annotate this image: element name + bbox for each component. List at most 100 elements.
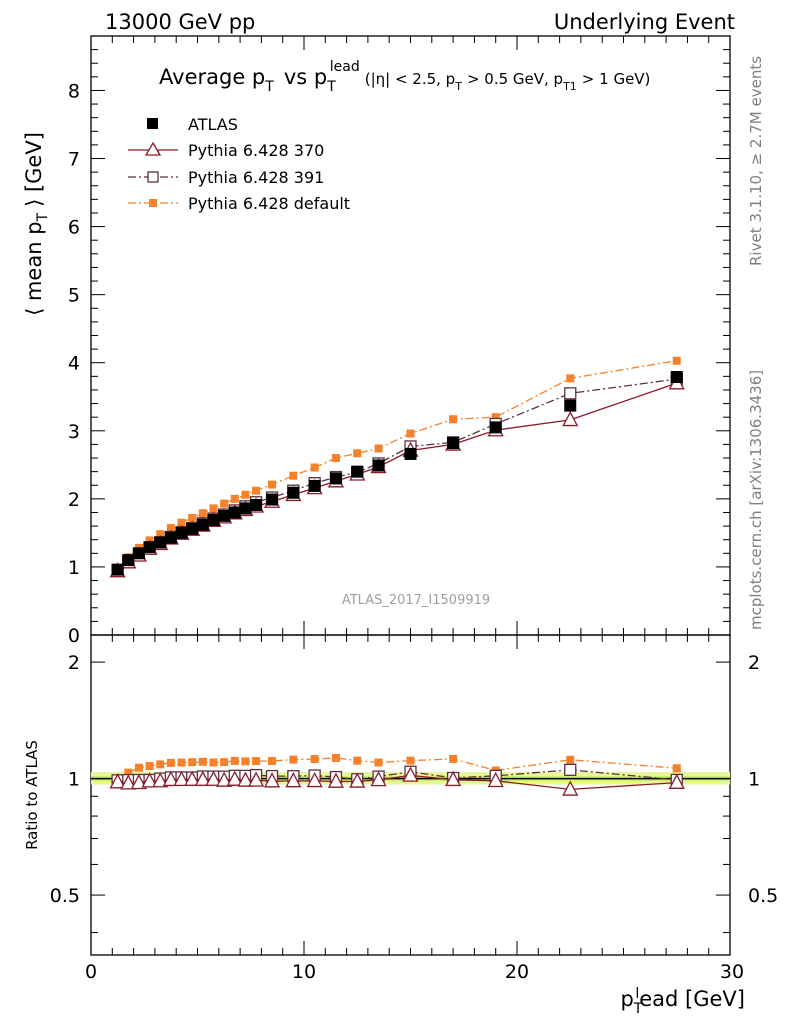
data-point-atlas: [308, 479, 321, 492]
ratio-tick-label: 2: [68, 652, 80, 674]
analysis-watermark: ATLAS_2017_I1509919: [342, 593, 490, 608]
ratio-point-pythia-6-428-370: [247, 771, 265, 787]
y-tick-labels-main: 0 1 2 3 4 5 6 7 8: [68, 80, 80, 647]
y-tick-label: 3: [68, 421, 80, 443]
ratio-point-pythia-6-428-370: [205, 770, 222, 786]
data-point-atlas: [564, 399, 577, 412]
main-plot-frame: [90, 35, 731, 636]
legend: ATLAS Pythia 6.428 370 Pythia 6.428 391 …: [128, 115, 350, 213]
ratio-tick-label-right: 1: [748, 769, 760, 791]
ratio-point-pythia-6-428-370: [306, 771, 323, 788]
data-point-atlas: [207, 513, 220, 526]
legend-label-391: Pythia 6.428 391: [188, 168, 324, 187]
y-tick-label: 0: [68, 625, 80, 647]
ratio-point-pythia-6-428-370: [402, 766, 419, 782]
x-tick-labels: 0 10 20 30: [85, 961, 744, 983]
ratio-point-pythia-6-428-370: [562, 780, 579, 796]
main-plot-series: [109, 356, 685, 578]
data-point-pythia-6-428-default: [331, 454, 340, 463]
ratio-point-pythia-6-428-default: [177, 758, 186, 767]
data-point-pythia-6-428-default: [241, 490, 250, 499]
ratio-point-pythia-6-428-default: [566, 755, 575, 764]
data-point-pythia-6-428-default: [406, 429, 415, 438]
ratio-point-pythia-6-428-default: [166, 758, 175, 767]
ratio-point-pythia-6-428-370: [327, 772, 345, 788]
data-point-atlas: [175, 526, 188, 539]
data-point-atlas: [196, 518, 209, 531]
ratio-plot-series: [109, 753, 685, 796]
data-point-atlas: [186, 522, 199, 535]
data-point-pythia-6-428-default: [198, 509, 207, 518]
ratio-point-pythia-6-428-default: [353, 756, 362, 765]
data-point-pythia-6-428-default: [566, 374, 575, 383]
data-point-pythia-6-428-default: [491, 413, 500, 422]
x-tick-label: 30: [720, 961, 744, 983]
ratio-tick-label-right: 2: [748, 652, 760, 674]
data-point-pythia-6-428-default: [310, 463, 319, 472]
ratio-tick-label: 0.5: [50, 885, 80, 907]
data-point-pythia-6-428-391: [564, 387, 577, 400]
ratio-point-pythia-6-428-370: [173, 770, 190, 787]
data-point-atlas: [228, 506, 241, 519]
x-axis-label: pTlead [GeV]: [620, 986, 745, 1017]
y-tick-labels-ratio-left: 0.5 1 2: [50, 652, 80, 907]
data-point-pythia-6-428-default: [177, 518, 186, 527]
ratio-point-pythia-6-428-370: [109, 773, 126, 789]
data-point-pythia-6-428-default: [374, 444, 383, 453]
ratio-point-pythia-6-428-default: [252, 757, 261, 766]
y-tick-label: 6: [68, 217, 80, 239]
ratio-point-pythia-6-428-370: [487, 771, 504, 788]
ratio-point-pythia-6-428-default: [230, 756, 239, 765]
legend-label-370: Pythia 6.428 370: [188, 141, 324, 160]
legend-label-atlas: ATLAS: [188, 115, 238, 134]
data-point-atlas: [239, 502, 252, 515]
ratio-point-pythia-6-428-default: [449, 754, 458, 763]
ratio-tick-label: 1: [68, 769, 80, 791]
y-axis-label-ratio: Ratio to ATLAS: [23, 740, 41, 850]
x-tick-label: 0: [85, 961, 97, 983]
series-line-pythia-6-428-370: [117, 382, 677, 572]
ratio-point-pythia-6-428-370: [184, 770, 201, 786]
data-point-pythia-6-428-default: [220, 499, 229, 508]
legend-label-default: Pythia 6.428 default: [188, 194, 350, 213]
mcplots-label: mcplots.cern.ch [arXiv:1306.3436]: [747, 370, 765, 630]
data-point-pythia-6-428-default: [268, 480, 277, 489]
data-point-atlas: [447, 437, 460, 450]
ratio-point-pythia-6-428-default: [310, 755, 319, 764]
data-point-pythia-6-428-default: [252, 486, 261, 495]
data-point-atlas: [670, 371, 683, 384]
ratio-point-pythia-6-428-370: [152, 772, 169, 788]
data-point-pythia-6-428-default: [353, 449, 362, 458]
y-tick-label: 5: [68, 285, 80, 307]
ratio-point-pythia-6-428-391: [564, 763, 577, 776]
legend-marker-atlas: [147, 118, 158, 129]
legend-marker-370: [144, 141, 162, 156]
data-point-atlas: [111, 563, 124, 576]
ratio-point-pythia-6-428-default: [156, 760, 165, 769]
x-tick-label: 10: [292, 961, 316, 983]
x-tick-label: 20: [505, 961, 529, 983]
ratio-tick-label-right: 0.5: [748, 885, 778, 907]
legend-marker-default: [149, 199, 157, 207]
data-point-atlas: [250, 498, 263, 511]
y-axis-label-main: ⟨ mean pT⟩ [GeV]: [22, 132, 51, 316]
data-point-pythia-6-428-default: [449, 415, 458, 424]
rivet-label: Rivet 3.1.10, ≥ 2.7M events: [747, 56, 765, 266]
data-point-atlas: [164, 531, 177, 544]
ratio-point-pythia-6-428-370: [130, 773, 148, 790]
y-tick-label: 8: [68, 80, 80, 102]
ratio-point-pythia-6-428-default: [220, 758, 229, 767]
data-point-pythia-6-428-default: [230, 494, 239, 503]
axis-ticks: [90, 35, 731, 955]
ratio-point-pythia-6-428-default: [289, 755, 298, 764]
ratio-point-pythia-6-428-default: [268, 756, 277, 765]
ratio-point-pythia-6-428-370: [285, 772, 302, 788]
ratio-point-pythia-6-428-default: [672, 764, 681, 773]
data-point-atlas: [404, 447, 417, 460]
ratio-point-pythia-6-428-default: [209, 758, 218, 767]
y-tick-label: 4: [68, 353, 80, 375]
data-point-pythia-6-428-default: [672, 356, 681, 365]
data-point-atlas: [266, 493, 279, 506]
data-point-atlas: [218, 509, 231, 522]
